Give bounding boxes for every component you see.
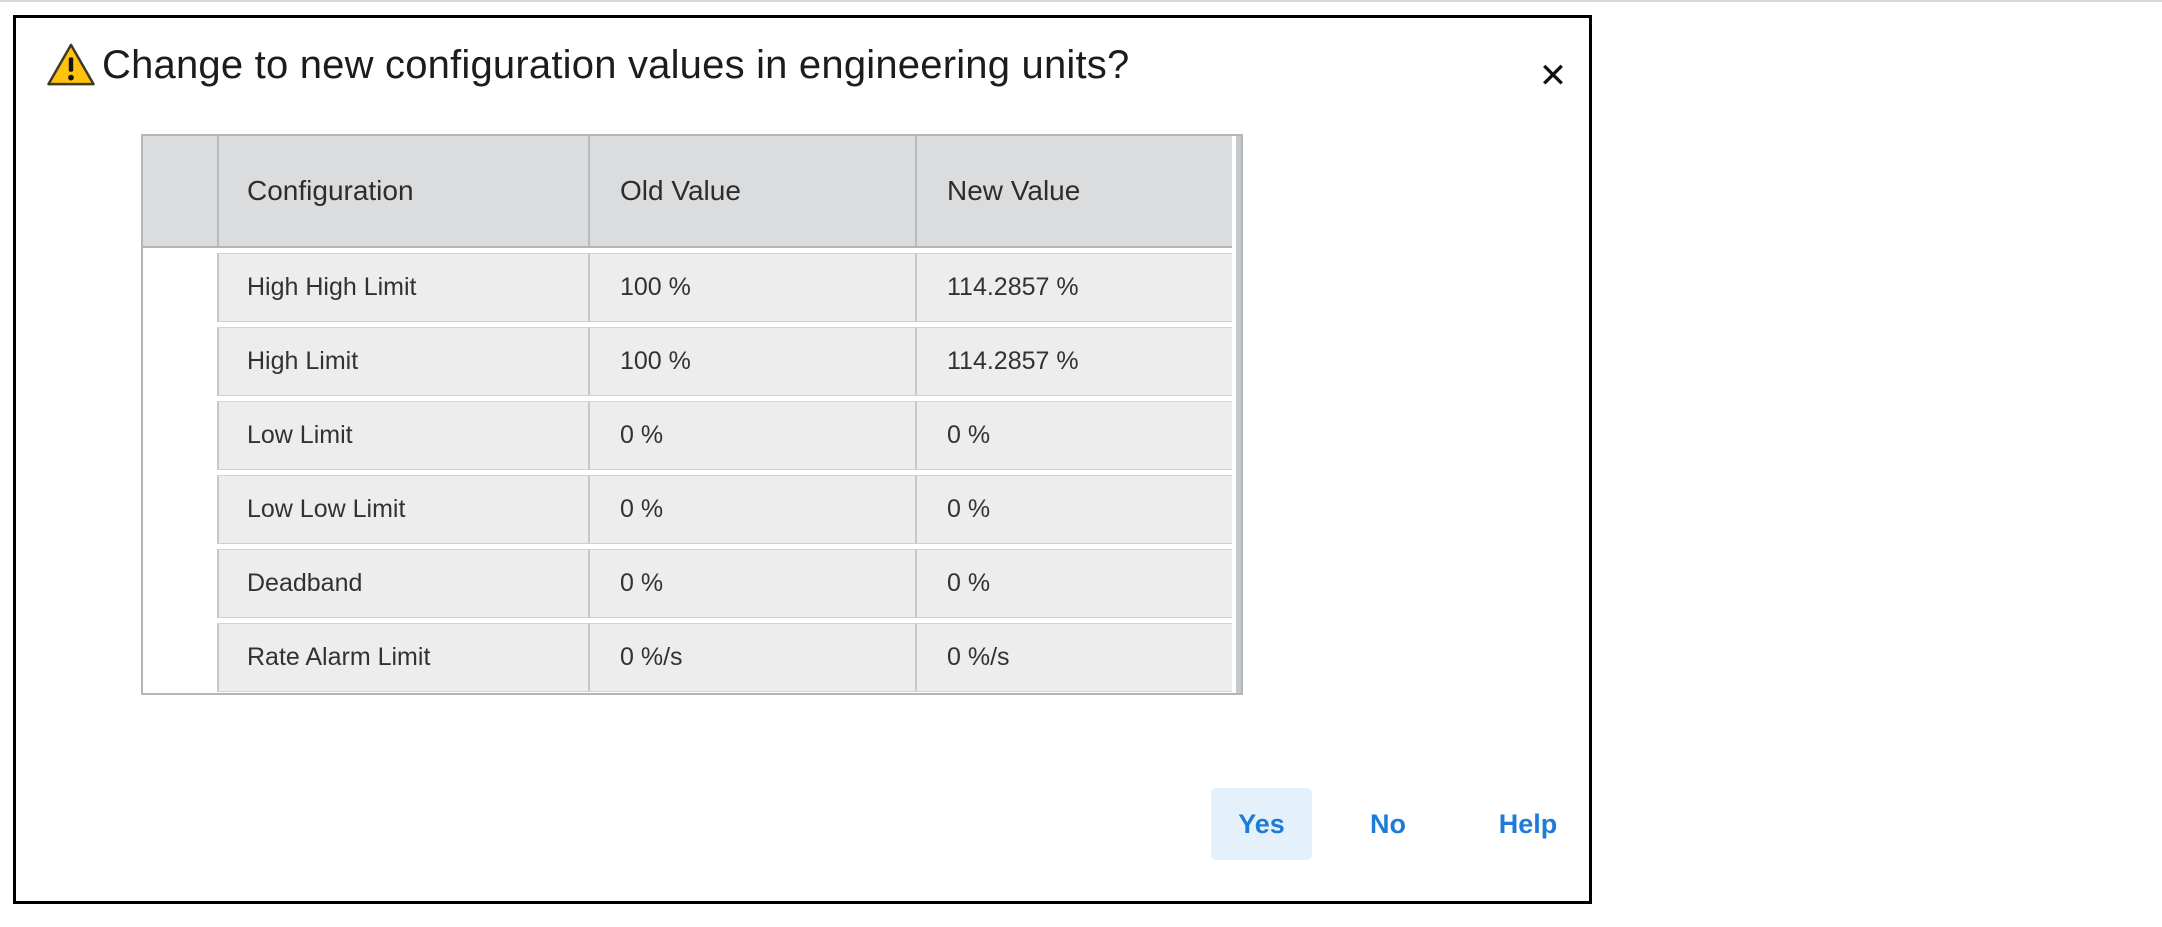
new-value-cell: 0 % <box>915 475 1232 544</box>
confirmation-dialog: Change to new configuration values in en… <box>13 15 1592 904</box>
row-selector[interactable] <box>143 253 217 322</box>
row-selector[interactable] <box>143 401 217 470</box>
close-icon: ✕ <box>1538 57 1568 95</box>
old-value-cell: 100 % <box>588 327 915 396</box>
row-selector[interactable] <box>143 327 217 396</box>
config-name-cell: Rate Alarm Limit <box>217 623 588 692</box>
table-row[interactable]: High High Limit 100 % 114.2857 % <box>143 253 1232 322</box>
table-scrollbar-track[interactable] <box>1234 136 1241 693</box>
old-value-cell: 0 %/s <box>588 623 915 692</box>
table-row[interactable]: Rate Alarm Limit 0 %/s 0 %/s <box>143 623 1232 692</box>
help-button[interactable]: Help <box>1498 808 1558 839</box>
table-row[interactable]: Deadband 0 % 0 % <box>143 549 1232 618</box>
new-value-cell: 0 % <box>915 549 1232 618</box>
dialog-button-row: Yes No Help <box>1211 788 1559 860</box>
yes-button[interactable]: Yes <box>1211 788 1312 860</box>
no-button[interactable]: No <box>1370 808 1406 839</box>
new-value-cell: 114.2857 % <box>915 253 1232 322</box>
header-selector-cell <box>143 136 217 246</box>
table-content: Configuration Old Value New Value High H… <box>143 136 1232 693</box>
table-header-row: Configuration Old Value New Value <box>143 136 1232 248</box>
header-old-value: Old Value <box>588 136 915 246</box>
config-name-cell: Low Limit <box>217 401 588 470</box>
row-selector[interactable] <box>143 549 217 618</box>
table-row[interactable]: Low Limit 0 % 0 % <box>143 401 1232 470</box>
header-new-value: New Value <box>915 136 1232 246</box>
config-name-cell: Low Low Limit <box>217 475 588 544</box>
config-name-cell: High Limit <box>217 327 588 396</box>
configuration-table: Configuration Old Value New Value High H… <box>141 134 1243 695</box>
old-value-cell: 0 % <box>588 549 915 618</box>
new-value-cell: 0 %/s <box>915 623 1232 692</box>
old-value-cell: 0 % <box>588 401 915 470</box>
close-button[interactable]: ✕ <box>1531 54 1575 98</box>
warning-icon <box>47 43 95 86</box>
dialog-title: Change to new configuration values in en… <box>102 43 1130 87</box>
new-value-cell: 0 % <box>915 401 1232 470</box>
config-name-cell: High High Limit <box>217 253 588 322</box>
table-row[interactable]: Low Low Limit 0 % 0 % <box>143 475 1232 544</box>
screen-top-divider <box>0 0 2162 2</box>
old-value-cell: 100 % <box>588 253 915 322</box>
new-value-cell: 114.2857 % <box>915 327 1232 396</box>
table-row[interactable]: High Limit 100 % 114.2857 % <box>143 327 1232 396</box>
header-configuration: Configuration <box>217 136 588 246</box>
dialog-header: Change to new configuration values in en… <box>46 40 1529 90</box>
old-value-cell: 0 % <box>588 475 915 544</box>
row-selector[interactable] <box>143 623 217 692</box>
row-selector[interactable] <box>143 475 217 544</box>
config-name-cell: Deadband <box>217 549 588 618</box>
